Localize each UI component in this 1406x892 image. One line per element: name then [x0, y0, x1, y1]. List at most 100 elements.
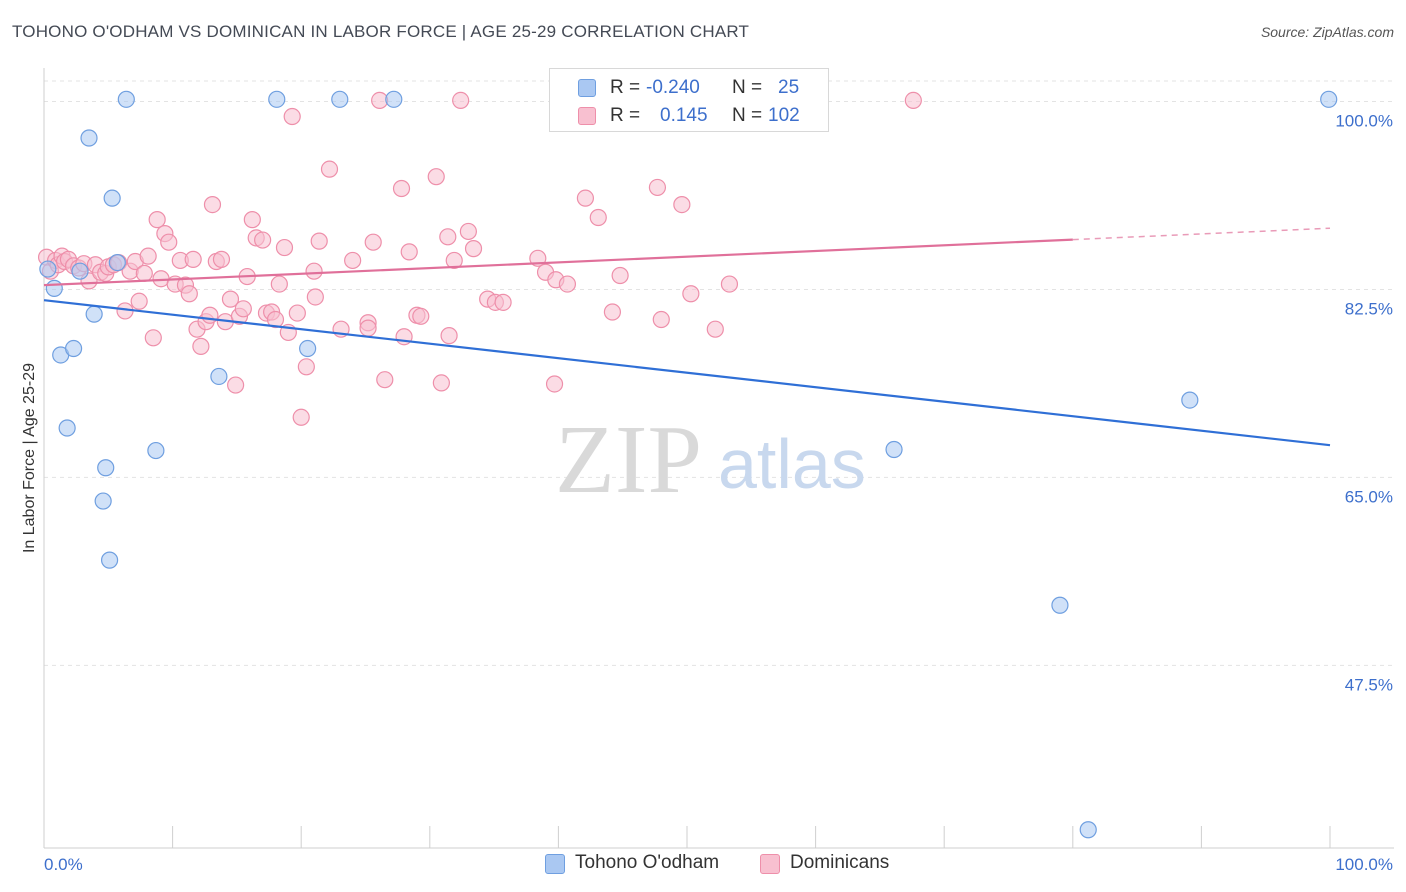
- tohono-swatch: [545, 854, 565, 874]
- watermark: ZIP atlas: [555, 406, 866, 514]
- dominicans-point: [376, 371, 394, 389]
- dominicans-point: [673, 195, 691, 214]
- trend-line: [43, 299, 1331, 447]
- dominicans-point: [432, 374, 450, 392]
- dominicans-point: [148, 211, 166, 229]
- chart-title: TOHONO O'ODHAM VS DOMINICAN IN LABOR FOR…: [12, 22, 750, 41]
- dominicans-point: [392, 179, 411, 198]
- dominicans-point: [427, 168, 445, 186]
- dominicans-point: [558, 275, 577, 293]
- dominicans-point: [305, 262, 323, 280]
- dominicans-point: [192, 337, 210, 355]
- dominicans-point: [201, 306, 219, 324]
- dominicans-point: [266, 310, 285, 329]
- axes: [43, 68, 1394, 849]
- tohono-point: [103, 189, 121, 207]
- source-credit: Source: ZipAtlas.com: [1260, 24, 1394, 40]
- dominicans-point: [412, 307, 430, 325]
- legend-row-dominicans: R = 0.145 N = 102: [550, 101, 828, 131]
- dominicans-points: [37, 91, 922, 426]
- dominicans-point: [221, 290, 240, 308]
- tohono-points: [39, 90, 1338, 839]
- tohono-point: [94, 492, 112, 510]
- dominicans-point: [160, 233, 178, 251]
- gridlines: [44, 80, 1394, 666]
- dominicans-point: [545, 375, 564, 393]
- tohono-point: [85, 305, 103, 323]
- dominicans-point: [344, 251, 362, 270]
- tohono-swatch: [578, 79, 596, 97]
- dominicans-point: [234, 300, 252, 318]
- trend-line-dashed: [1072, 227, 1331, 241]
- legend-r-label: R =: [610, 105, 641, 126]
- dominicans-point: [270, 275, 288, 293]
- dominicans-point: [648, 178, 667, 197]
- tohono-point: [100, 551, 119, 569]
- dominicans-point: [371, 91, 389, 110]
- legend-n-value: 25: [778, 77, 800, 98]
- tohono-point: [268, 90, 286, 108]
- dominicans-point: [288, 304, 306, 322]
- dominicans-point: [292, 408, 310, 426]
- dominicans-point: [603, 303, 622, 321]
- dominicans-point: [682, 285, 700, 303]
- dominicans-point: [576, 189, 595, 207]
- dominicans-point: [130, 292, 148, 310]
- dominicans-point: [203, 195, 222, 214]
- legend-r-value: 0.145: [660, 105, 708, 126]
- tohono-point: [45, 279, 63, 297]
- y-axis-title: In Labor Force | Age 25-29: [21, 363, 38, 553]
- y-tick-label: 65.0%: [1345, 487, 1393, 506]
- tohono-point: [39, 260, 57, 278]
- x-tick-label: 100.0%: [1335, 855, 1393, 874]
- tohono-point: [71, 262, 89, 280]
- legend-r-label: R =: [610, 77, 641, 98]
- bottom-legend-label: Tohono O'odham: [575, 852, 720, 873]
- tohono-point: [1181, 391, 1199, 409]
- trend-line-solid: [43, 238, 1073, 287]
- dominicans-point: [706, 320, 724, 338]
- trend-lines: [43, 227, 1331, 447]
- bottom-legend-label: Dominicans: [790, 852, 890, 873]
- dominicans-point: [445, 251, 463, 270]
- correlation-legend: R = -0.240 N = 25 R = 0.145 N = 102: [549, 68, 829, 132]
- dominicans-point: [364, 233, 382, 251]
- tohono-point: [385, 90, 403, 108]
- dominicans-point: [212, 250, 231, 268]
- dominicans-point: [904, 91, 922, 110]
- tohono-point: [80, 129, 98, 147]
- dominicans-point: [310, 232, 328, 250]
- dominicans-point: [400, 243, 418, 261]
- legend-n-value: 102: [768, 105, 800, 126]
- dominicans-point: [243, 211, 261, 229]
- tohono-point: [64, 339, 83, 358]
- dominicans-point: [320, 160, 339, 178]
- x-tick-label: 0.0%: [44, 855, 83, 874]
- tohono-point: [117, 90, 135, 108]
- dominicans-point: [275, 238, 294, 257]
- tohono-point: [885, 440, 903, 459]
- legend-n-label: N =: [732, 77, 763, 98]
- dominicans-point: [306, 288, 324, 306]
- tohono-point: [97, 459, 115, 477]
- y-tick-label: 47.5%: [1345, 675, 1393, 694]
- dominicans-point: [652, 310, 670, 329]
- legend-row-tohono: R = -0.240 N = 25: [550, 73, 828, 103]
- tohono-point: [1320, 90, 1338, 108]
- dominicans-point: [254, 231, 272, 249]
- dominicans-point: [494, 293, 512, 311]
- legend-n-label: N =: [732, 105, 763, 126]
- y-tick-label: 82.5%: [1345, 299, 1393, 318]
- dominicans-point: [440, 327, 458, 345]
- tohono-point: [210, 367, 228, 386]
- tohono-point: [108, 254, 126, 272]
- legend-r-value: -0.240: [646, 77, 700, 98]
- dominicans-point: [297, 358, 315, 376]
- dominicans-point: [611, 266, 629, 285]
- dominicans-point: [227, 376, 245, 394]
- dominicans-swatch: [578, 107, 596, 125]
- dominicans-point: [184, 250, 202, 268]
- dominicans-point: [589, 208, 607, 227]
- y-tick-label: 100.0%: [1335, 111, 1393, 130]
- dominicans-swatch: [760, 854, 780, 874]
